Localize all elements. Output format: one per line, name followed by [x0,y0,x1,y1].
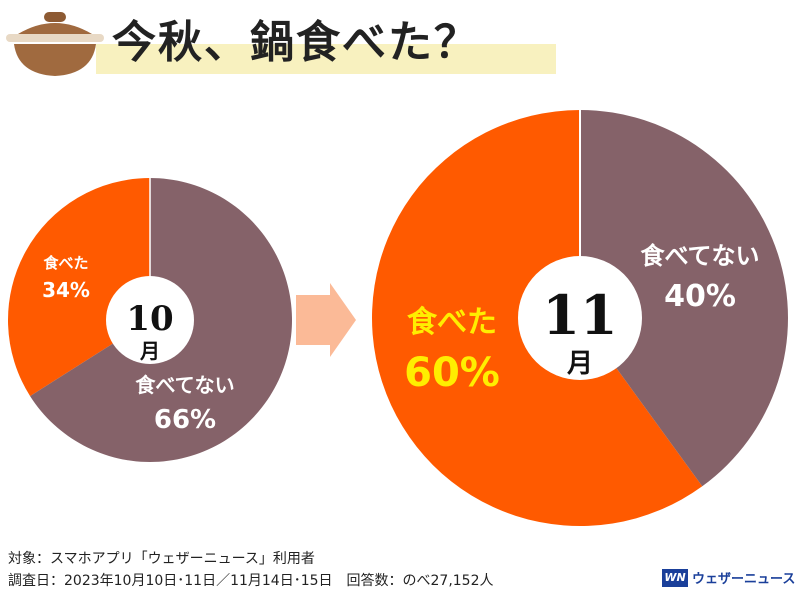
center-hole [106,276,194,364]
footer-notes: 対象：スマホアプリ「ウェザーニュース」利用者 調査日：2023年10月10日･1… [8,548,494,592]
center-hole [518,256,642,380]
survey-dates: 調査日：2023年10月10日･11日／11月14日･15日 回答数：のべ27,… [8,573,494,589]
pie-chart-november: 11 月 食べた 60% 食べてない 40% [372,110,789,527]
slice-not-ate [580,110,789,487]
page-title: 今秋、鍋食べた？ [112,17,480,68]
center-month-number: 11 [542,283,617,347]
arrow-icon [296,283,356,357]
pie-chart-october: 10 月 食べた 34% 食べてない 66% [8,178,293,463]
weathernews-logo-icon: WN [662,568,688,587]
brand-name: ウェザーニュース [692,572,796,587]
slice-value-ate: 60% [404,350,500,396]
slice-label-ate: 食べた [43,254,88,272]
slice-label-ate: 食べた [407,305,497,340]
center-month-number: 10 [126,299,173,339]
brand-logo: WN ウェザーニュース [662,568,795,587]
slice-value-ate: 34% [42,278,90,302]
slice-value-not-ate: 40% [664,279,736,314]
slice-label-not-ate: 食べてない [135,373,234,397]
title-highlight-band [96,44,556,74]
survey-target: 対象：スマホアプリ「ウェザーニュース」利用者 [8,551,315,567]
slice-value-not-ate: 66% [154,405,216,435]
pot-icon [6,12,104,76]
center-month-unit: 月 [566,349,593,379]
center-month-unit: 月 [139,339,160,363]
slice-label-not-ate: 食べてない [640,242,759,270]
